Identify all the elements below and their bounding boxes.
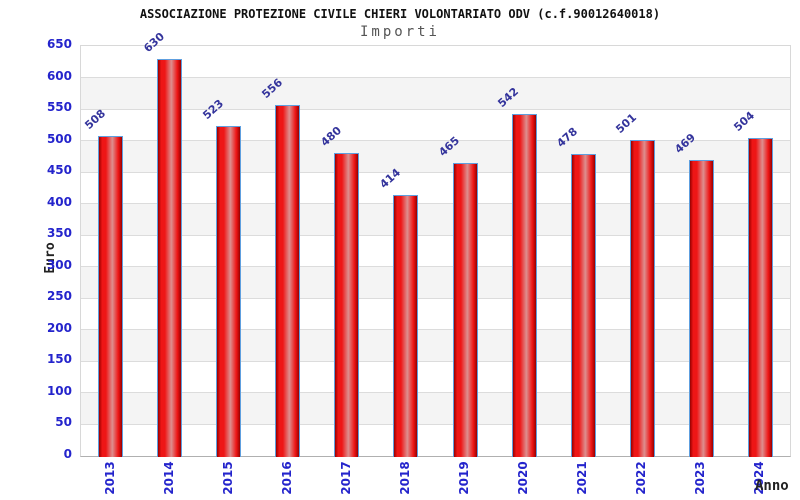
y-tick-label: 650 [46, 37, 72, 51]
gridline [81, 108, 790, 110]
x-tick-label: 2014 [161, 461, 176, 495]
y-tick-label: 200 [46, 320, 72, 335]
gridline [81, 423, 790, 425]
plot-band [81, 77, 790, 110]
x-tick-label: 2017 [338, 461, 353, 495]
plot-band [81, 140, 790, 173]
bar[interactable] [511, 114, 537, 457]
gridline [81, 297, 790, 299]
gridline [81, 392, 790, 394]
x-tick-label: 2020 [516, 461, 531, 495]
gridline [81, 266, 790, 268]
y-tick-label: 500 [46, 131, 72, 146]
plot-band [81, 266, 790, 299]
bar[interactable] [216, 126, 242, 457]
plot-band [81, 424, 790, 456]
y-tick-label: 150 [46, 352, 72, 367]
plot-band [81, 235, 790, 267]
y-tick-label: 350 [46, 226, 72, 241]
bar[interactable] [570, 154, 596, 457]
x-tick-label: 2016 [279, 461, 294, 495]
x-tick-label: 2018 [397, 461, 412, 495]
gridline [81, 203, 790, 205]
y-tick-label: 600 [46, 68, 72, 83]
bar[interactable] [157, 58, 183, 457]
bar[interactable] [334, 153, 360, 457]
bar[interactable] [393, 194, 419, 457]
gridline [81, 234, 790, 236]
plot-band [81, 203, 790, 236]
y-tick-label: 0 [63, 447, 72, 461]
plot-band [81, 46, 790, 78]
plot-area: 508 630 523 556 480 414 465 542 478 501 469 504 [80, 30, 791, 457]
y-tick-label: 250 [46, 289, 72, 304]
bar[interactable] [98, 135, 124, 457]
plot-band [81, 298, 790, 330]
chart-subtitle: Importi [359, 24, 440, 40]
plot-band [81, 392, 790, 425]
y-tick-label: 300 [46, 257, 72, 272]
bar[interactable] [629, 139, 655, 457]
bar[interactable] [688, 160, 714, 457]
plot-band [81, 172, 790, 204]
gridline [81, 329, 790, 331]
gridline [81, 77, 790, 79]
x-tick-label: 2013 [102, 461, 117, 495]
gridline [81, 140, 790, 142]
y-tick-label: 550 [46, 100, 72, 115]
y-tick-label: 450 [46, 163, 72, 178]
y-tick-label: 100 [46, 383, 72, 398]
bar[interactable] [452, 162, 478, 457]
chart-title: ASSOCIAZIONE PROTEZIONE CIVILE CHIERI VO… [139, 7, 661, 21]
x-tick-label: 2019 [457, 461, 472, 495]
y-tick-label: 50 [55, 415, 72, 430]
bar[interactable] [747, 138, 773, 457]
x-tick-label: 2021 [575, 461, 590, 495]
plot-band [81, 361, 790, 393]
bar[interactable] [275, 105, 301, 457]
plot-band [81, 329, 790, 362]
y-tick-label: 400 [46, 194, 72, 209]
x-tick-label: 2023 [693, 461, 708, 495]
x-tick-label: 2022 [634, 461, 649, 495]
gridline [81, 171, 790, 173]
x-tick-label: 2015 [220, 461, 235, 495]
x-axis-title: Anno [755, 478, 789, 494]
gridline [81, 360, 790, 362]
